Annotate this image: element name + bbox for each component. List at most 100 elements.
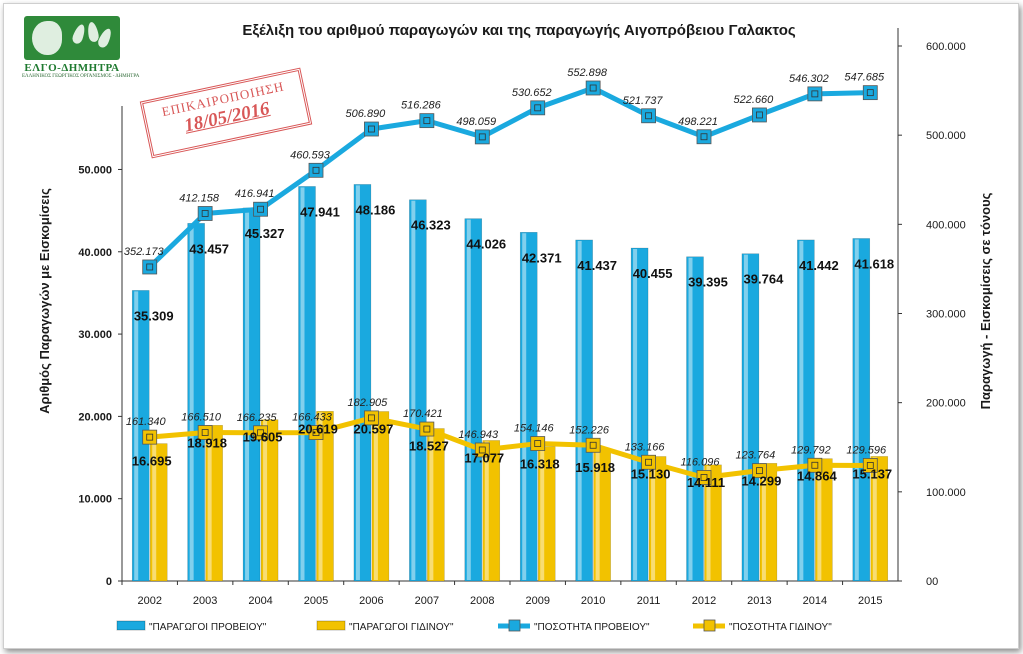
sheep-producers-label: 45.327 [245,226,285,241]
goat-producers-label: 14.111 [687,475,725,490]
marker-inner [645,112,652,120]
marker-inner [312,166,320,174]
bar-highlight [466,219,471,581]
marker-goat-quantity [807,457,823,473]
chart-axes: 0 10.000 20.000 30.000 40.000 50.000 00 100.000… [78,28,966,607]
marker-inner [423,425,431,433]
goat-producers-label: 18.527 [409,439,449,454]
y-tick-label: 20.000 [78,411,112,423]
marker-goat-quantity [696,470,712,485]
marker-goat-quantity [862,458,878,473]
x-tick-label: 2002 [137,595,161,607]
marker-inner [534,104,542,112]
sheep-quantity-label: 516.286 [401,100,442,112]
x-tick-label: 2005 [304,595,328,607]
goat-producers-label: 14.299 [742,473,782,488]
bar-sheep-producers [852,238,871,582]
y2-tick-label: 500.000 [926,130,966,142]
y2-tick-label: 600.000 [926,41,966,53]
legend-sheep-producers-swatch [116,620,146,631]
sheep-producers-label: 35.309 [134,308,174,323]
sheep-producers-label: 39.395 [688,275,728,290]
marker-goat-quantity [364,410,379,426]
marker-inner [645,458,652,466]
y-tick-label: 50.000 [78,164,112,176]
sheep-producers-label: 46.323 [411,218,451,233]
bar-highlight [300,187,305,580]
bar-layer [131,184,889,582]
sheep-quantity-label: 546.302 [789,73,829,85]
y2-tick-label: 200.000 [926,398,966,410]
sheep-quantity-label: 352.173 [124,246,165,258]
goat-quantity-label: 133.166 [625,441,666,453]
bar-sheep-producers [686,256,704,582]
bar-highlight [318,412,323,580]
bar-sheep-producers [464,218,483,582]
bar-highlight [799,240,804,581]
bar-highlight [817,459,822,580]
x-tick-label: 2008 [470,595,494,607]
marker-inner [201,429,209,436]
goat-quantity-label: 161.340 [126,416,167,428]
marker-sheep-quantity [419,113,435,129]
x-tick-label: 2014 [803,595,827,607]
marker-goat-quantity [530,436,546,451]
bar-goat-producers [205,425,223,582]
goat-quantity-label: 182.905 [348,397,389,409]
bar-goat-producers [759,463,778,582]
data-label-layer: 35.309 43.457 45.327 47.941 48.186 46.323 44.0… [124,67,894,490]
sheep-quantity-label: 530.652 [512,87,552,99]
goat-quantity-label: 116.096 [681,456,721,468]
marker-inner [257,205,264,213]
marker-sheep-quantity [474,129,490,145]
bar-sheep-producers [409,199,427,582]
bar-highlight [134,291,139,580]
marker-sheep-quantity [641,108,656,124]
bar-highlight [189,224,194,580]
marker-sheep-quantity [253,201,268,217]
bar-highlight [854,239,859,580]
sheep-producers-label: 41.442 [799,258,839,273]
marker-goat-quantity [142,429,158,445]
marker-goat-quantity [752,463,767,479]
goat-quantity-label: 123.764 [736,450,776,462]
bar-highlight [595,450,600,580]
marker-inner [257,429,264,437]
marker-goat-quantity [419,421,435,437]
bar-highlight [761,464,766,580]
bar-highlight [411,200,416,580]
y-tick-label: 0 [106,576,112,588]
marker-goat-quantity [197,425,213,440]
bar-goat-producers [648,456,667,582]
marker-sheep-quantity [197,206,213,221]
sheep-producers-label: 48.186 [356,202,396,217]
bar-goat-producers [260,419,279,582]
bar-highlight [577,240,582,580]
marker-inner [700,474,708,481]
goat-quantity-label: 129.792 [791,444,831,456]
bar-highlight [706,465,711,580]
marker-goat-quantity [585,437,601,453]
y2-axis-label: Παραγωγή - Εισκομίσεις σε τόνους [978,192,993,409]
y2-tick-label: 00 [926,576,938,588]
x-tick-label: 2010 [581,595,605,607]
bar-sheep-producers [741,253,760,582]
marker-sheep-quantity [696,129,712,145]
x-tick-label: 2015 [858,595,882,607]
bar-goat-producers [149,443,168,582]
sheep-quantity-label: 412.158 [179,192,220,204]
bar-sheep-producers [298,186,316,582]
y2-tick-label: 300.000 [926,309,966,321]
sheep-producers-label: 47.941 [300,204,340,219]
bar-goat-producers [316,411,334,582]
legend-goat-producers-label: "ΠΑΡΑΓΩΓΟΙ ΓΙΔΙΝΟΥ" [349,622,454,633]
bar-highlight [540,447,545,580]
goat-quantity-label: 166.235 [237,412,278,424]
bar-highlight [522,233,527,580]
sheep-quantity-label: 521.737 [623,95,664,107]
y-axis-label: Αριθμός Παραγωγών με Εισκομίσεις [37,188,52,414]
y2-tick-label: 100.000 [926,487,966,499]
marker-inner [811,90,819,98]
sheep-quantity-label: 547.685 [844,72,885,84]
marker-inner [201,210,209,217]
